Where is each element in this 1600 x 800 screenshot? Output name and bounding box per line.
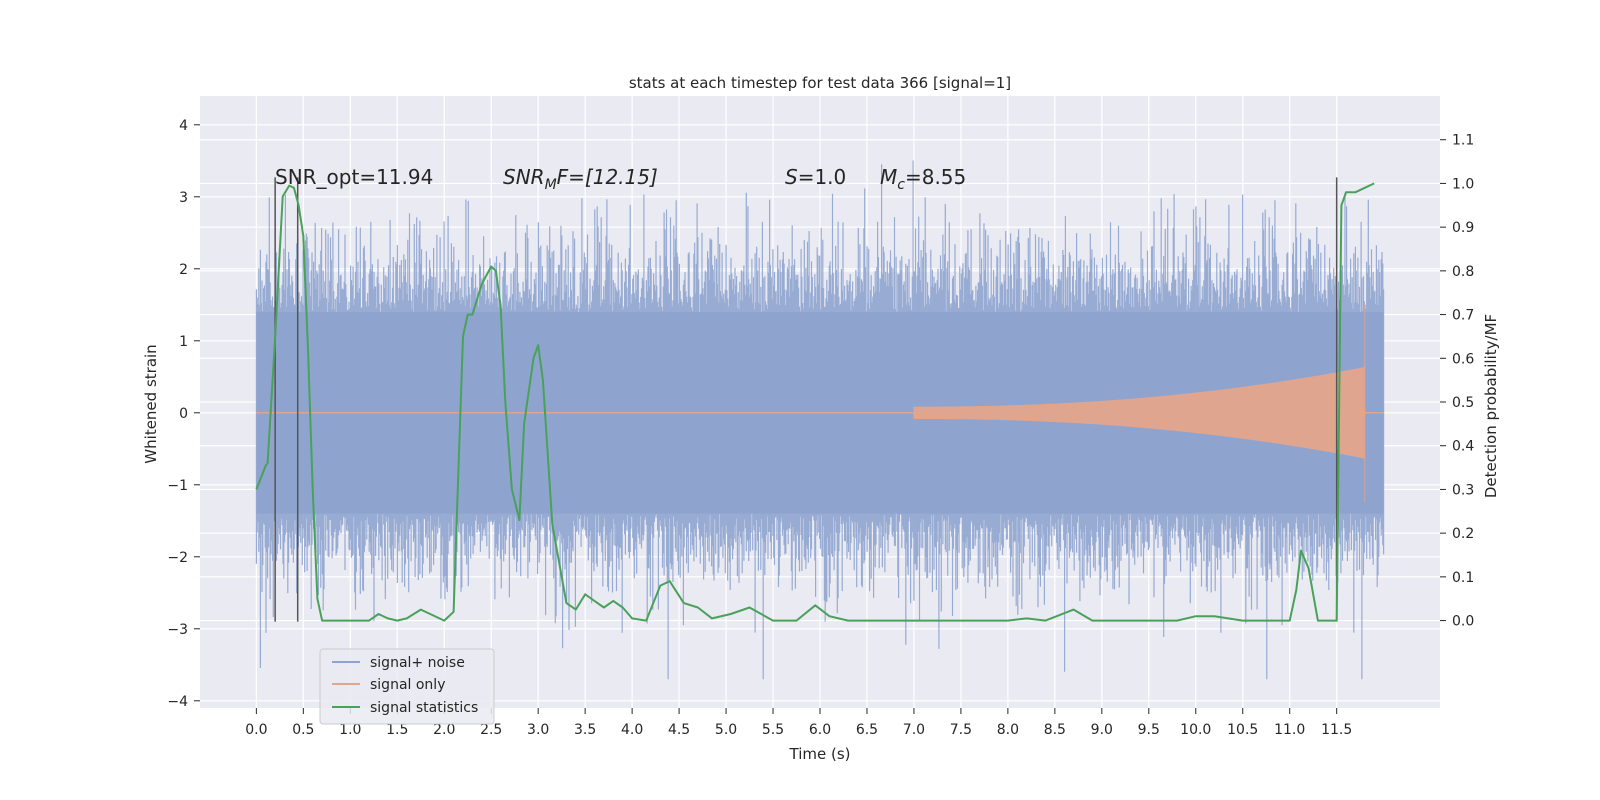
annotation-mc: Mc=8.55 (880, 165, 966, 193)
legend-label-signal-statistics: signal statistics (370, 700, 478, 716)
x-tick-label: 7.5 (950, 722, 972, 738)
right-y-tick-label: 0.3 (1452, 482, 1474, 498)
right-y-tick-label: 0.6 (1452, 351, 1474, 367)
x-tick-label: 6.0 (809, 722, 831, 738)
left-y-tick-label: 3 (179, 190, 188, 206)
x-tick-label: 10.5 (1227, 722, 1258, 738)
right-y-tick-label: 0.1 (1452, 570, 1474, 586)
x-axis-label: Time (s) (789, 745, 851, 763)
x-tick-label: 4.5 (668, 722, 690, 738)
right-y-tick-label: 1.0 (1452, 176, 1474, 192)
x-tick-label: 11.0 (1274, 722, 1305, 738)
signal-only-series (256, 304, 1384, 503)
annotation-s: S=1.0 (785, 165, 846, 189)
left-y-tick-label: −3 (167, 622, 188, 638)
x-tick-label: 5.5 (762, 722, 784, 738)
legend: signal+ noise signal only signal statist… (319, 648, 495, 725)
left-y-tick-label: 4 (179, 118, 188, 134)
signal-statistics-series (255, 182, 1375, 622)
right-y-tick-label: 0.5 (1452, 395, 1474, 411)
annotation-snr-opt: SNR_opt=11.94 (275, 165, 433, 189)
x-tick-label: 3.0 (527, 722, 549, 738)
x-tick-label: 4.0 (621, 722, 643, 738)
right-y-tick-label: 0.0 (1452, 614, 1474, 630)
x-tick-label: 0.0 (245, 722, 267, 738)
x-tick-label: 9.0 (1091, 722, 1113, 738)
annotation-snr-mf: SNRMF=[12.15] (503, 165, 658, 193)
right-y-tick-label: 0.7 (1452, 308, 1474, 324)
x-tick-label: 3.5 (574, 722, 596, 738)
x-tick-label: 8.5 (1044, 722, 1066, 738)
x-tick-label: 2.0 (433, 722, 455, 738)
right-y-tick-label: 0.8 (1452, 264, 1474, 280)
left-y-axis-ticks: 4 3 2 1 0 −1 −2 −3 −4 (167, 118, 200, 710)
right-y-tick-label: 0.9 (1452, 220, 1474, 236)
left-y-tick-label: 2 (179, 262, 188, 278)
left-y-tick-label: 0 (179, 406, 188, 422)
x-axis-ticks: 0.0 0.5 1.0 1.5 2.0 2.5 3.0 3.5 4.0 4.5 5.0 5.5 6.0 6… (245, 708, 1352, 738)
left-y-tick-label: 1 (179, 334, 188, 350)
left-y-axis-label: Whitened strain (142, 344, 160, 463)
right-y-tick-label: 1.1 (1452, 133, 1474, 149)
left-y-tick-label: −1 (167, 478, 188, 494)
signal-only-chirp (913, 304, 1366, 503)
chart-title: stats at each timestep for test data 366… (629, 74, 1011, 92)
legend-box (319, 648, 495, 725)
x-tick-label: 9.5 (1138, 722, 1160, 738)
x-tick-label: 2.5 (480, 722, 502, 738)
right-y-axis-label: Detection probability/MF (1482, 314, 1500, 498)
legend-label-signal-noise: signal+ noise (370, 655, 465, 671)
x-tick-label: 6.5 (856, 722, 878, 738)
x-tick-label: 11.5 (1321, 722, 1352, 738)
right-y-axis-ticks: 1.1 1.0 0.9 0.8 0.7 0.6 0.5 0.4 0.3 0.2 0.1 0.0 (1440, 133, 1474, 630)
right-y-tick-label: 0.4 (1452, 439, 1474, 455)
right-y-tick-label: 0.2 (1452, 526, 1474, 542)
x-tick-label: 1.5 (386, 722, 408, 738)
left-y-tick-label: −2 (167, 550, 188, 566)
x-tick-label: 8.0 (997, 722, 1019, 738)
annotations: SNR_opt=11.94 SNRMF=[12.15] S=1.0 Mc=8.5… (275, 165, 966, 193)
x-tick-label: 1.0 (339, 722, 361, 738)
signal-statistics-line (255, 182, 1375, 622)
x-tick-label: 7.0 (903, 722, 925, 738)
legend-label-signal-only: signal only (370, 677, 445, 693)
left-y-tick-label: −4 (167, 694, 188, 710)
x-tick-label: 5.0 (715, 722, 737, 738)
x-tick-label: 0.5 (292, 722, 314, 738)
x-tick-label: 10.0 (1180, 722, 1211, 738)
